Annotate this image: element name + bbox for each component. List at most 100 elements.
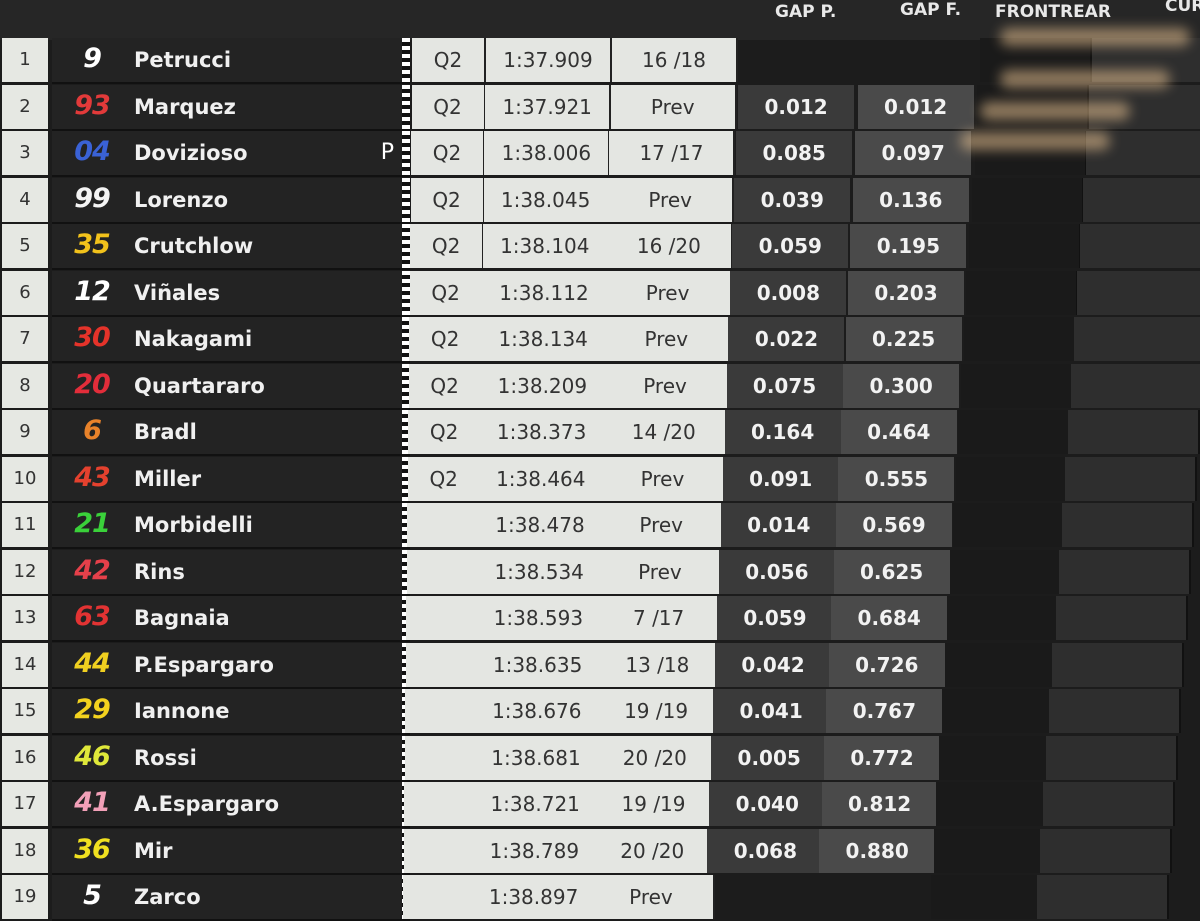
table-row[interactable]: 3 04 Dovizioso P Q2 1:38.006 17 /17 0.08…	[0, 131, 1200, 177]
rider-number-badge: 20	[74, 368, 111, 400]
lap-number: 16 /20	[606, 224, 733, 268]
gap-first: 0.225	[845, 317, 962, 361]
header-cur: CUR	[1165, 0, 1200, 16]
front-rear-cell	[960, 363, 1073, 408]
session-cell: Q2	[409, 317, 484, 361]
session-cell	[406, 596, 481, 640]
lap-time: 1:38.593	[476, 596, 603, 640]
table-row[interactable]: 8 20 Quartararo Q2 1:38.209 Prev 0.075 0…	[0, 363, 1200, 410]
rider-number-badge: 36	[74, 833, 111, 865]
checkered-divider	[402, 363, 410, 410]
lap-time: 1:38.897	[471, 875, 598, 919]
front-rear-cell	[936, 782, 1049, 826]
gap-previous: 0.042	[715, 642, 832, 687]
lap-number: Prev	[605, 270, 732, 315]
position: 9	[2, 410, 48, 454]
table-row[interactable]: 19 5 Zarco 1:38.897 Prev	[0, 875, 1200, 921]
front-rear-cell	[971, 177, 1084, 222]
table-row[interactable]: 5 35 Crutchlow Q2 1:38.104 16 /20 0.059 …	[0, 224, 1200, 270]
position: 3	[2, 131, 48, 175]
table-row[interactable]: 7 30 Nakagami Q2 1:38.134 Prev 0.022 0.2…	[0, 317, 1200, 363]
gap-first: 0.767	[826, 689, 943, 733]
screen-glare	[1000, 70, 1170, 88]
lap-number: 14 /20	[601, 410, 728, 454]
table-row[interactable]: 2 93 Marquez Q2 1:37.921 Prev 0.012 0.01…	[0, 84, 1200, 131]
position: 13	[2, 596, 48, 640]
rider-number-badge: 12	[74, 275, 111, 307]
front-rear-cell	[950, 549, 1063, 594]
table-row[interactable]: 13 63 Bagnaia 1:38.593 7 /17 0.059 0.684	[0, 596, 1200, 642]
table-row[interactable]: 14 44 P.Espargaro 1:38.635 13 /18 0.042 …	[0, 642, 1200, 689]
header-front-rear: FRONTREAR	[995, 2, 1111, 22]
position: 5	[2, 224, 48, 268]
table-row[interactable]: 10 43 Miller Q2 1:38.464 Prev 0.091 0.55…	[0, 456, 1200, 503]
front-rear-cell	[941, 689, 1054, 733]
cur-cell	[1055, 596, 1188, 640]
session-cell	[403, 828, 478, 873]
table-row[interactable]: 4 99 Lorenzo Q2 1:38.045 Prev 0.039 0.13…	[0, 177, 1200, 224]
rider-number-badge: 99	[74, 182, 111, 214]
gap-previous: 0.091	[722, 456, 839, 501]
gap-previous	[705, 875, 821, 919]
lap-time: 1:38.635	[475, 642, 602, 687]
gap-previous: 0.164	[724, 410, 841, 454]
gap-previous	[740, 38, 856, 82]
rider-cell: 04 Dovizioso P	[52, 131, 402, 177]
session-cell: Q2	[410, 224, 485, 268]
table-row[interactable]: 18 36 Mir 1:38.789 20 /20 0.068 0.880	[0, 828, 1200, 875]
lap-time: 1:38.045	[483, 177, 610, 222]
screen-glare	[960, 132, 1110, 150]
checkered-divider	[402, 503, 410, 549]
gap-previous: 0.056	[718, 549, 835, 594]
checkered-divider	[402, 38, 410, 84]
table-row[interactable]: 16 46 Rossi 1:38.681 20 /20 0.005 0.772	[0, 735, 1200, 782]
rider-number-badge: 35	[74, 229, 111, 260]
gap-previous: 0.059	[732, 224, 849, 268]
table-row[interactable]: 6 12 Viñales Q2 1:38.112 Prev 0.008 0.20…	[0, 270, 1200, 317]
rider-cell: 46 Rossi	[52, 735, 402, 782]
rider-name: Nakagami	[134, 327, 253, 351]
table-row[interactable]: 9 6 Bradl Q2 1:38.373 14 /20 0.164 0.464	[0, 410, 1200, 456]
session-cell	[406, 549, 481, 594]
position: 18	[2, 828, 48, 873]
table-row[interactable]: 17 41 A.Espargaro 1:38.721 19 /19 0.040 …	[0, 782, 1200, 828]
rider-number-badge: 41	[74, 787, 111, 818]
gap-first: 0.136	[852, 177, 969, 222]
rider-name: Crutchlow	[134, 234, 254, 258]
gap-first: 0.625	[833, 549, 950, 594]
gap-first: 0.772	[824, 735, 940, 780]
lap-time: 1:38.006	[484, 131, 611, 175]
table-row[interactable]: 12 42 Rins 1:38.534 Prev 0.056 0.625	[0, 549, 1200, 596]
gap-previous: 0.022	[728, 317, 845, 361]
gap-first	[860, 38, 976, 82]
rider-cell: 9 Petrucci	[52, 38, 402, 84]
gap-previous: 0.039	[734, 177, 851, 222]
position: 17	[2, 782, 48, 826]
rider-number-badge: 93	[74, 89, 111, 121]
position: 19	[2, 875, 48, 919]
rider-number-badge: 46	[74, 740, 111, 772]
gap-previous: 0.014	[720, 503, 837, 547]
session-cell	[407, 503, 482, 547]
checkered-divider	[402, 131, 410, 177]
rider-cell: 41 A.Espargaro	[52, 782, 402, 828]
gap-first: 0.726	[828, 642, 945, 687]
position: 10	[2, 456, 48, 501]
gap-first: 0.097	[855, 131, 972, 175]
lap-number: Prev	[588, 875, 715, 919]
table-row[interactable]: 15 29 Iannone 1:38.676 19 /19 0.041 0.76…	[0, 689, 1200, 735]
front-rear-cell	[931, 875, 1044, 919]
lap-number: 13 /18	[595, 642, 722, 687]
gap-previous: 0.075	[726, 363, 843, 408]
lap-time: 1:37.909	[486, 38, 612, 82]
table-row[interactable]: 11 21 Morbidelli 1:38.478 Prev 0.014 0.5…	[0, 503, 1200, 549]
rider-cell: 42 Rins	[52, 549, 402, 596]
lap-time: 1:38.104	[482, 224, 609, 268]
cur-cell	[1058, 549, 1191, 594]
lap-number: 20 /20	[592, 735, 719, 780]
front-rear-cell	[947, 596, 1060, 640]
checkered-divider	[402, 224, 410, 270]
lap-time: 1:38.676	[474, 689, 601, 733]
header-gap-f: GAP F.	[900, 0, 962, 20]
lap-number: 19 /19	[591, 782, 718, 826]
